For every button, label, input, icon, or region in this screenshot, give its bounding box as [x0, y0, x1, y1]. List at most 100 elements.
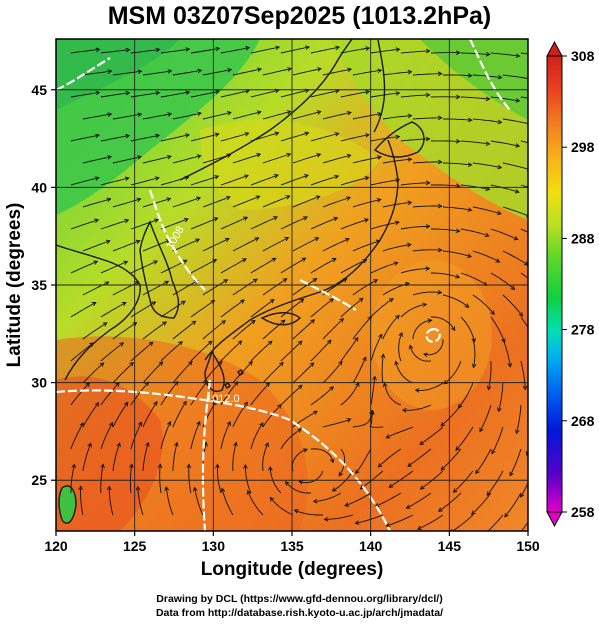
colorbar-tick-label: 308: [571, 48, 595, 64]
streamline-arrow: [213, 217, 219, 222]
streamline-arrow: [398, 332, 403, 337]
streamline: [490, 140, 520, 147]
streamline: [280, 257, 306, 274]
streamline-arrow: [467, 73, 473, 78]
streamline-arrow: [316, 153, 322, 158]
streamline-arrow: [395, 314, 400, 320]
streamline-arrow: [414, 388, 420, 393]
streamline: [322, 418, 351, 428]
streamline-arrow: [365, 133, 370, 138]
streamline: [400, 225, 430, 230]
streamline: [70, 464, 75, 494]
streamline-arrow: [254, 237, 260, 242]
streamline-arrow: [271, 257, 277, 262]
streamline-arrow: [207, 340, 213, 346]
streamline-arrow: [455, 446, 460, 452]
streamline-arrow: [78, 485, 83, 491]
streamline: [262, 153, 291, 164]
streamline: [340, 91, 370, 98]
credit-line-1: Drawing by DCL (https://www.gfd-dennou.o…: [156, 593, 443, 605]
streamline-arrow: [129, 463, 134, 469]
streamline-arrow: [515, 143, 521, 148]
streamline-arrow: [226, 153, 232, 159]
streamline: [352, 279, 378, 296]
streamline-arrow: [375, 239, 381, 245]
streamline: [520, 96, 528, 99]
streamline: [292, 319, 315, 340]
streamline: [250, 257, 276, 274]
streamline-arrow: [107, 155, 112, 160]
streamline: [269, 466, 282, 494]
streamline: [370, 262, 398, 274]
streamline: [443, 360, 462, 385]
streamline-arrow: [405, 504, 411, 509]
streamline: [370, 92, 400, 98]
streamline: [412, 249, 442, 252]
streamline-arrow: [304, 174, 309, 179]
streamline: [82, 240, 110, 252]
streamline-arrow: [525, 451, 528, 456]
streamline: [370, 136, 400, 142]
streamline: [262, 442, 269, 472]
streamline-arrow: [220, 487, 226, 493]
streamline-arrow: [455, 274, 461, 279]
streamline-arrow: [380, 353, 386, 359]
streamline: [262, 68, 292, 76]
x-tick-label: 125: [123, 538, 147, 554]
streamline-arrow: [513, 236, 519, 241]
streamline-arrow: [541, 362, 545, 366]
streamline-arrow: [135, 239, 141, 244]
streamline: [70, 48, 100, 54]
streamline-arrow: [174, 441, 179, 447]
streamline: [280, 174, 309, 186]
streamline: [82, 70, 112, 76]
streamline-arrow: [183, 217, 189, 223]
streamline-arrow: [121, 302, 127, 307]
streamline: [112, 156, 142, 164]
streamline: [409, 345, 431, 362]
streamline: [292, 237, 319, 252]
streamline: [232, 320, 256, 340]
streamline: [262, 195, 290, 208]
x-tick-label: 150: [516, 538, 540, 554]
colorbar-tick-label: 258: [571, 504, 595, 520]
streamline: [490, 272, 515, 290]
streamline: [220, 47, 250, 54]
streamline: [451, 514, 474, 531]
streamline: [232, 361, 253, 384]
streamline: [100, 219, 129, 230]
streamline: [322, 197, 351, 208]
streamline-arrow: [490, 310, 495, 316]
streamline: [172, 401, 187, 428]
streamline-arrow: [237, 340, 243, 345]
streamline: [520, 184, 528, 188]
streamline-arrow: [225, 195, 231, 201]
streamline-arrow: [244, 174, 249, 179]
streamline: [172, 280, 199, 296]
streamline-arrow: [485, 141, 491, 146]
streamline-arrow: [87, 442, 92, 448]
streamline: [129, 464, 133, 494]
streamline-arrow: [365, 89, 371, 95]
streamline-arrow: [154, 218, 159, 223]
streamline: [440, 404, 462, 427]
streamline: [130, 422, 142, 450]
streamline: [460, 272, 488, 286]
streamline: [398, 332, 403, 362]
streamline-arrow: [331, 258, 337, 263]
streamline: [395, 361, 414, 384]
streamline: [340, 382, 360, 406]
streamline-arrow: [192, 486, 198, 492]
streamline: [100, 342, 124, 362]
streamline-arrow: [437, 247, 443, 253]
streamline: [475, 448, 492, 474]
streamline: [112, 402, 129, 428]
streamline-arrow: [95, 47, 101, 53]
streamline: [100, 177, 129, 186]
streamlines: [70, 45, 545, 531]
streamline: [280, 384, 303, 406]
streamline: [188, 464, 192, 494]
streamline: [292, 195, 320, 208]
streamline: [142, 239, 170, 252]
streamline: [310, 298, 334, 318]
